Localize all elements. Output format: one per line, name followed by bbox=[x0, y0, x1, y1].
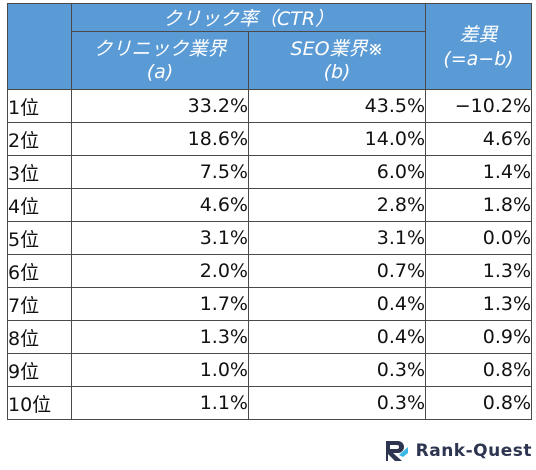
col-b-title: SEO業界※ bbox=[290, 37, 384, 60]
table-row: 6位 2.0% 0.7% 1.3% bbox=[7, 254, 533, 288]
seo-ctr-cell: 43.5% bbox=[247, 89, 427, 123]
table-row: 1位 33.2% 43.5% −10.2% bbox=[7, 89, 533, 123]
clinic-ctr-cell: 1.1% bbox=[71, 386, 249, 420]
table-row: 3位 7.5% 6.0% 1.4% bbox=[7, 155, 533, 189]
diff-cell: 1.8% bbox=[425, 188, 533, 222]
ctr-table: クリック率（CTR） 差異 (=a−b) クリニック業界 (a) SEO業界※ … bbox=[7, 3, 533, 420]
diff-cell: 0.9% bbox=[425, 320, 533, 354]
col-b-sub: (b) bbox=[323, 60, 351, 83]
clinic-ctr-cell: 3.1% bbox=[71, 221, 249, 255]
ctr-group-header: クリック率（CTR） bbox=[70, 3, 427, 32]
rank-cell: 9位 bbox=[7, 353, 72, 387]
table-row: 8位 1.3% 0.4% 0.9% bbox=[7, 320, 533, 354]
rank-cell: 5位 bbox=[7, 221, 72, 255]
clinic-ctr-cell: 1.3% bbox=[71, 320, 249, 354]
seo-ctr-cell: 0.3% bbox=[247, 353, 427, 387]
clinic-ctr-cell: 4.6% bbox=[71, 188, 249, 222]
rank-quest-logo-icon bbox=[385, 441, 408, 461]
seo-ctr-cell: 0.4% bbox=[247, 320, 427, 354]
rank-cell: 7位 bbox=[7, 287, 72, 321]
table-row: 10位 1.1% 0.3% 0.8% bbox=[7, 386, 533, 420]
table-row: 9位 1.0% 0.3% 0.8% bbox=[7, 353, 533, 387]
rank-cell: 2位 bbox=[7, 122, 72, 156]
col-a-title: クリニック業界 bbox=[93, 37, 227, 60]
diff-cell: 4.6% bbox=[425, 122, 533, 156]
table-row: 4位 4.6% 2.8% 1.8% bbox=[7, 188, 533, 222]
rank-quest-logo: Rank-Quest bbox=[384, 436, 532, 466]
table-row: 5位 3.1% 3.1% 0.0% bbox=[7, 221, 533, 255]
clinic-ctr-cell: 2.0% bbox=[71, 254, 249, 288]
clinic-ctr-cell: 1.0% bbox=[71, 353, 249, 387]
diff-cell: 0.8% bbox=[425, 353, 533, 387]
diff-header: 差異 (=a−b) bbox=[425, 3, 533, 90]
col-a-sub: (a) bbox=[146, 60, 174, 83]
table-row: 7位 1.7% 0.4% 1.3% bbox=[7, 287, 533, 321]
rank-cell: 6位 bbox=[7, 254, 72, 288]
col-b-header: SEO業界※ (b) bbox=[247, 31, 427, 90]
rank-cell: 1位 bbox=[7, 89, 72, 123]
seo-ctr-cell: 0.7% bbox=[247, 254, 427, 288]
diff-cell: 0.8% bbox=[425, 386, 533, 420]
clinic-ctr-cell: 1.7% bbox=[71, 287, 249, 321]
corner-header-cell bbox=[7, 3, 72, 90]
clinic-ctr-cell: 33.2% bbox=[71, 89, 249, 123]
clinic-ctr-cell: 7.5% bbox=[71, 155, 249, 189]
diff-cell: 0.0% bbox=[425, 221, 533, 255]
diff-cell: 1.3% bbox=[425, 287, 533, 321]
diff-cell: 1.3% bbox=[425, 254, 533, 288]
seo-ctr-cell: 14.0% bbox=[247, 122, 427, 156]
seo-ctr-cell: 2.8% bbox=[247, 188, 427, 222]
seo-ctr-cell: 6.0% bbox=[247, 155, 427, 189]
logo-text: Rank-Quest bbox=[415, 441, 532, 461]
diff-cell: −10.2% bbox=[425, 89, 533, 123]
rank-cell: 10位 bbox=[7, 386, 72, 420]
rank-cell: 8位 bbox=[7, 320, 72, 354]
col-a-header: クリニック業界 (a) bbox=[71, 31, 249, 90]
clinic-ctr-cell: 18.6% bbox=[71, 122, 249, 156]
rank-cell: 4位 bbox=[7, 188, 72, 222]
seo-ctr-cell: 0.3% bbox=[247, 386, 427, 420]
rank-cell: 3位 bbox=[7, 155, 72, 189]
seo-ctr-cell: 0.4% bbox=[247, 287, 427, 321]
table-row: 2位 18.6% 14.0% 4.6% bbox=[7, 122, 533, 156]
diff-cell: 1.4% bbox=[425, 155, 533, 189]
diff-header-sub: (=a−b) bbox=[443, 47, 514, 70]
diff-header-title: 差異 bbox=[459, 23, 498, 46]
seo-ctr-cell: 3.1% bbox=[247, 221, 427, 255]
